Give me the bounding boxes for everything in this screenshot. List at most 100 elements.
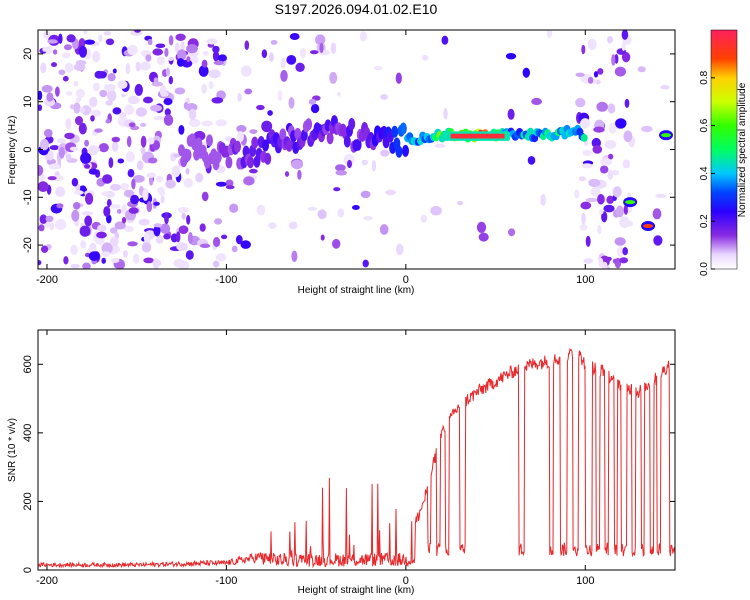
noise-blob: [593, 71, 599, 78]
signal-blob: [354, 138, 362, 151]
noise-blob: [614, 237, 626, 246]
noise-blob: [65, 118, 72, 130]
noise-blob: [107, 73, 116, 82]
noise-blob: [574, 189, 580, 199]
noise-blob: [215, 253, 227, 262]
noise-blob: [185, 98, 191, 103]
noise-blob: [600, 158, 612, 166]
noise-blob: [297, 169, 302, 180]
noise-blob: [92, 51, 101, 63]
x-tick-label: -200: [36, 274, 58, 286]
noise-blob: [395, 72, 402, 84]
signal-blob: [326, 132, 334, 145]
signal-blob: [526, 127, 534, 136]
noise-blob: [244, 88, 253, 95]
noise-blob: [156, 56, 165, 65]
noise-blob: [153, 223, 163, 228]
noise-blob: [41, 245, 49, 253]
noise-blob: [153, 225, 161, 237]
x-tick-label: 0: [403, 575, 409, 587]
noise-blob: [527, 156, 536, 165]
noise-blob: [84, 215, 93, 227]
feature-core: [643, 223, 654, 228]
noise-blob: [91, 109, 102, 117]
noise-blob: [173, 258, 186, 268]
noise-blob: [84, 139, 89, 147]
noise-blob: [185, 103, 198, 112]
noise-blob: [84, 39, 95, 45]
noise-blob: [165, 179, 176, 189]
noise-blob: [319, 42, 324, 54]
noise-blob: [592, 145, 603, 154]
noise-blob: [307, 206, 317, 211]
noise-blob: [614, 66, 627, 77]
noise-blob: [299, 48, 307, 58]
noise-blob: [443, 107, 448, 120]
x-tick-label: -100: [215, 575, 237, 587]
noise-blob: [131, 178, 136, 190]
noise-blob: [212, 50, 220, 62]
noise-blob: [186, 56, 191, 63]
noise-blob: [80, 240, 87, 249]
noise-blob: [81, 105, 92, 116]
noise-blob: [52, 49, 58, 55]
noise-blob: [159, 188, 165, 197]
colorbar-gradient: [711, 30, 737, 269]
noise-blob: [587, 76, 594, 84]
noise-blob: [337, 208, 345, 218]
noise-blob: [98, 143, 109, 153]
signal-blob: [402, 144, 409, 157]
noise-blob: [352, 205, 360, 210]
noise-blob: [148, 157, 158, 164]
noise-blob: [582, 149, 593, 156]
noise-blob: [420, 214, 427, 223]
noise-blob: [291, 250, 298, 262]
noise-blob: [623, 130, 633, 143]
noise-blob: [441, 35, 449, 45]
noise-blob: [206, 38, 218, 45]
noise-blob: [505, 53, 517, 60]
noise-blob: [604, 139, 617, 149]
noise-blob: [75, 116, 83, 126]
noise-blob: [142, 188, 149, 201]
noise-blob: [211, 97, 224, 104]
noise-blob: [75, 88, 85, 99]
noise-blob: [189, 118, 201, 128]
noise-blob: [78, 45, 87, 58]
noise-blob: [73, 202, 81, 210]
colorbar-frame: [710, 29, 738, 270]
noise-blob: [125, 62, 131, 75]
y-tick-label: 20: [22, 48, 34, 60]
noise-blob: [164, 47, 169, 58]
signal-blob: [247, 156, 254, 169]
noise-blob: [237, 131, 244, 143]
noise-blob: [588, 178, 601, 188]
noise-blob: [168, 76, 173, 85]
noise-blob: [147, 38, 153, 46]
noise-blob: [347, 159, 352, 169]
noise-blob: [174, 87, 186, 95]
noise-blob: [105, 100, 113, 106]
noise-blob: [660, 84, 670, 90]
y-tick-label: -20: [22, 237, 34, 253]
noise-blob: [62, 52, 71, 59]
noise-blob: [143, 232, 150, 243]
colorbar: 0.0 0.2 0.4 0.6 0.8 Normalized spectral ampl…: [699, 29, 748, 276]
noise-blob: [195, 172, 204, 183]
noise-blob: [163, 233, 171, 240]
snr-x-axis-label: Height of straight line (km): [298, 585, 415, 596]
colorbar-ticks: 0.0 0.2 0.4 0.6 0.8: [699, 70, 715, 276]
noise-blob: [65, 91, 73, 96]
noise-blob: [201, 84, 207, 94]
noise-blob: [79, 107, 85, 114]
noise-blob: [598, 257, 604, 268]
noise-blob: [199, 243, 211, 248]
noise-blob: [128, 207, 139, 214]
noise-blob: [88, 251, 100, 261]
noise-blob: [159, 223, 171, 234]
noise-blob: [110, 257, 120, 263]
noise-blob: [256, 104, 265, 111]
noise-blob: [140, 135, 147, 148]
noise-blob: [286, 55, 297, 65]
noise-blob: [362, 259, 369, 268]
